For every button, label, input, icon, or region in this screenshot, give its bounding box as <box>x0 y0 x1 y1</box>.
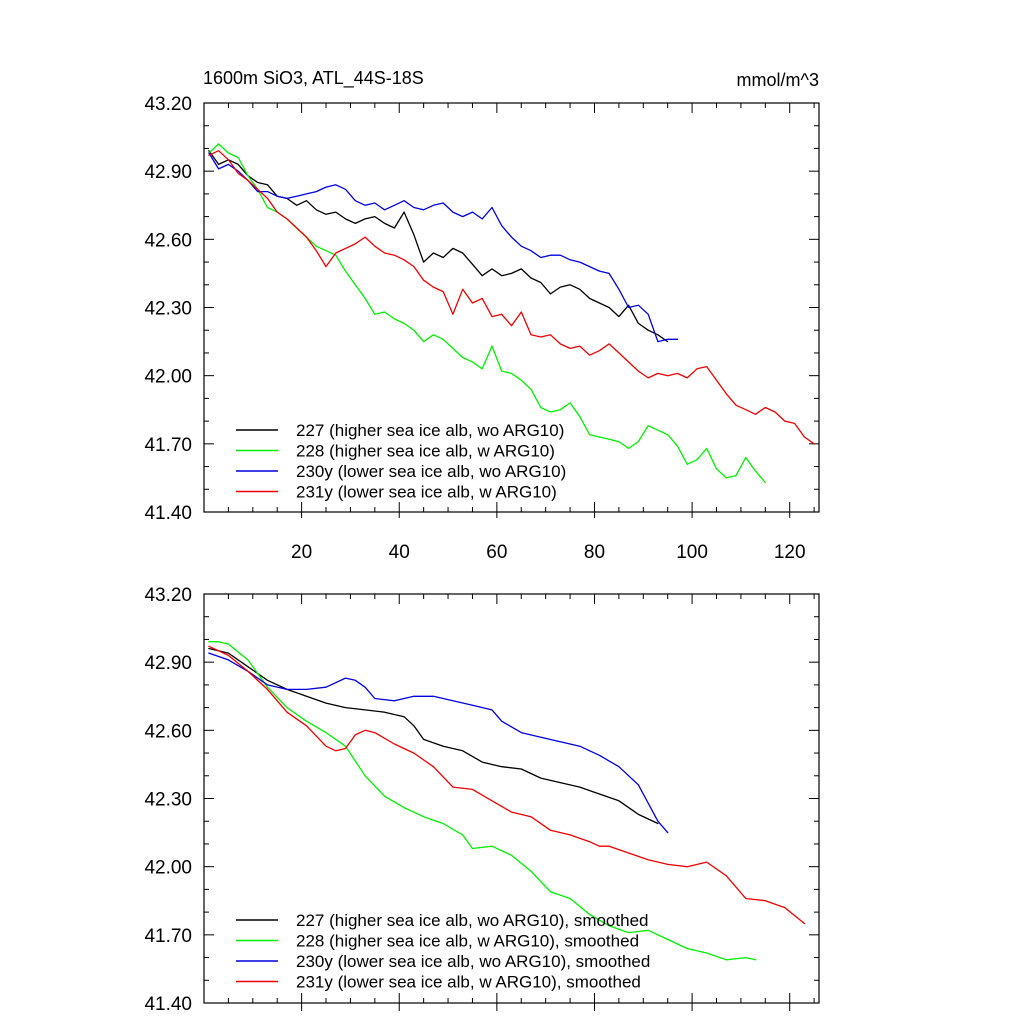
y-tick-label: 42.00 <box>144 858 192 879</box>
series-line-0 <box>208 647 659 825</box>
legend-label-3: 231y (lower sea ice alb, w ARG10) <box>296 483 557 502</box>
y-tick-label: 41.70 <box>144 435 192 456</box>
x-tick-label: 100 <box>676 542 708 563</box>
y-tick-label: 42.30 <box>144 299 192 320</box>
legend-label-1: 228 (higher sea ice alb, w ARG10) <box>296 442 555 461</box>
y-tick-label: 41.70 <box>144 926 192 947</box>
series-line-0 <box>208 150 669 343</box>
y-tick-label: 42.60 <box>144 721 192 742</box>
series-line-2 <box>208 652 669 834</box>
bottom-panel: 41.40 41.70 42.00 42.30 42.60 42.90 43.20 227 (… <box>144 585 820 1015</box>
y-tick-label: 43.20 <box>144 585 192 606</box>
y-tick-label: 42.90 <box>144 653 192 674</box>
top-panel-units: mmol/m^3 <box>737 70 819 90</box>
y-tick-label: 42.30 <box>144 790 192 811</box>
series-line-1 <box>208 641 757 961</box>
y-tick-label: 42.90 <box>144 162 192 183</box>
legend-label-0: 227 (higher sea ice alb, wo ARG10), smoo… <box>296 911 648 930</box>
y-tick-label: 41.40 <box>144 503 192 524</box>
legend-label-3: 231y (lower sea ice alb, w ARG10), smoot… <box>296 973 641 992</box>
series-line-3 <box>208 645 806 925</box>
top-panel-title: 1600m SiO3, ATL_44S-18S <box>203 68 424 89</box>
legend-label-2: 230y (lower sea ice alb, wo ARG10), smoo… <box>296 952 650 971</box>
x-tick-label: 60 <box>486 542 507 563</box>
series-line-2 <box>208 152 679 343</box>
x-tick-label: 40 <box>389 542 410 563</box>
y-tick-label: 42.00 <box>144 367 192 388</box>
legend-label-2: 230y (lower sea ice alb, wo ARG10) <box>296 462 566 481</box>
y-tick-label: 42.60 <box>144 230 192 251</box>
y-tick-label: 41.40 <box>144 994 192 1015</box>
legend-label-1: 228 (higher sea ice alb, w ARG10), smoot… <box>296 932 639 951</box>
legend-label-0: 227 (higher sea ice alb, wo ARG10) <box>296 421 564 440</box>
top-panel: 1600m SiO3, ATL_44S-18S mmol/m^3 41.40 41… <box>144 68 820 563</box>
x-tick-label: 20 <box>291 542 312 563</box>
x-tick-label: 80 <box>584 542 605 563</box>
x-tick-label: 120 <box>774 542 806 563</box>
y-tick-label: 43.20 <box>144 94 192 115</box>
series-line-3 <box>208 150 815 445</box>
